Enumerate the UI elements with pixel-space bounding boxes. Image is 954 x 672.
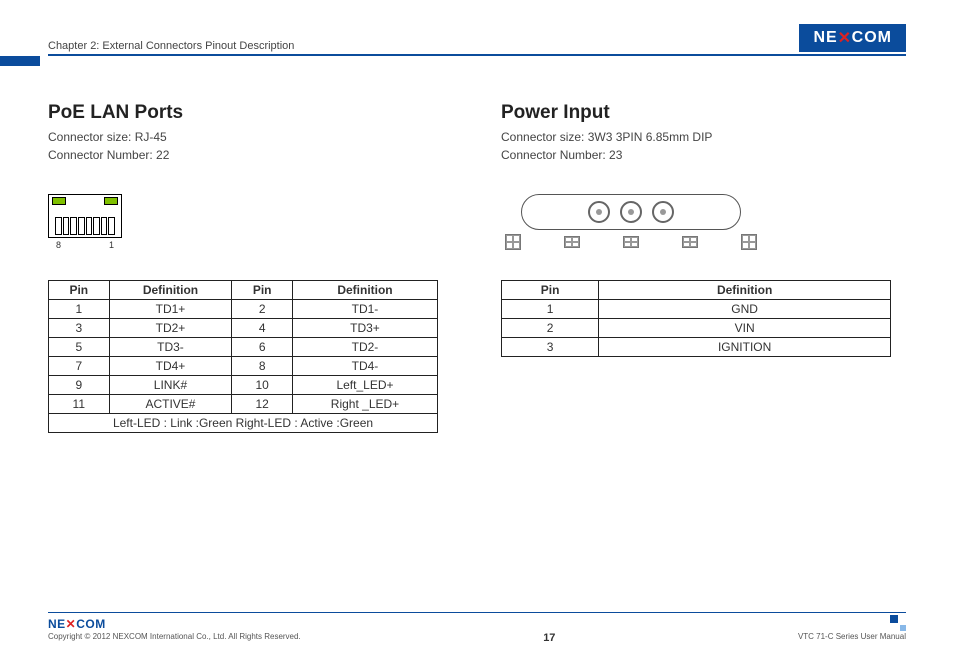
rj45-led-right — [104, 197, 118, 205]
poe-lan-size: Connector size: RJ-45 — [48, 128, 453, 146]
table-row: 3TD2+4TD3+ — [49, 319, 438, 338]
power-pad — [741, 234, 757, 250]
table-cell: TD1- — [292, 300, 437, 319]
lan-table-footer: Left-LED : Link :Green Right-LED : Activ… — [49, 414, 438, 433]
power-input-number: Connector Number: 23 — [501, 146, 906, 164]
table-cell: 12 — [232, 395, 293, 414]
table-cell: Right _LED+ — [292, 395, 437, 414]
header-tab-accent — [0, 56, 40, 66]
table-cell: 1 — [502, 300, 599, 319]
table-cell: 8 — [232, 357, 293, 376]
rj45-pin — [70, 217, 77, 235]
rj45-pin-labels: 8 1 — [48, 240, 122, 250]
table-header-row: Pin Definition Pin Definition — [49, 281, 438, 300]
rj45-pin — [63, 217, 70, 235]
logo-pre: NE — [813, 29, 837, 47]
table-cell: TD4- — [292, 357, 437, 376]
table-cell: TD3- — [109, 338, 232, 357]
table-cell: 6 — [232, 338, 293, 357]
rj45-pin — [55, 217, 62, 235]
table-cell: GND — [599, 300, 891, 319]
table-cell: 5 — [49, 338, 110, 357]
rj45-pin-1-label: 1 — [109, 240, 114, 250]
rj45-pin — [78, 217, 85, 235]
copyright-text: Copyright © 2012 NEXCOM International Co… — [48, 632, 301, 644]
table-row: 11ACTIVE#12Right _LED+ — [49, 395, 438, 414]
rj45-pin — [101, 217, 108, 235]
th-def: Definition — [292, 281, 437, 300]
table-cell: TD4+ — [109, 357, 232, 376]
table-cell: 4 — [232, 319, 293, 338]
table-cell: 2 — [232, 300, 293, 319]
th-pin: Pin — [232, 281, 293, 300]
main-content: PoE LAN Ports Connector size: RJ-45 Conn… — [48, 102, 906, 433]
th-def: Definition — [599, 281, 891, 300]
rj45-pin-8-label: 8 — [56, 240, 61, 250]
rj45-led-left — [52, 197, 66, 205]
rj45-body — [48, 194, 122, 238]
rj45-pins — [55, 213, 115, 235]
rj45-diagram: 8 1 — [48, 192, 453, 252]
table-cell: TD2- — [292, 338, 437, 357]
power-pin-3 — [652, 201, 674, 223]
table-cell: TD3+ — [292, 319, 437, 338]
rj45-pin — [108, 217, 115, 235]
page-footer: NE✕COM Copyright © 2012 NEXCOM Internati… — [48, 612, 906, 644]
table-row: 1GND — [502, 300, 891, 319]
brand-logo: NE✕COM — [799, 24, 906, 52]
power-input-title: Power Input — [501, 102, 906, 124]
th-pin: Pin — [49, 281, 110, 300]
power-connector-body — [521, 194, 741, 230]
power-pad — [564, 236, 580, 248]
table-cell: 10 — [232, 376, 293, 395]
footer-mark-icon — [890, 615, 906, 631]
table-cell: IGNITION — [599, 338, 891, 357]
poe-lan-pinout-table: Pin Definition Pin Definition 1TD1+2TD1-… — [48, 280, 438, 433]
table-cell: TD2+ — [109, 319, 232, 338]
power-pad — [505, 234, 521, 250]
chapter-title: Chapter 2: External Connectors Pinout De… — [48, 40, 294, 52]
logo-post: COM — [852, 29, 892, 47]
table-row: 3IGNITION — [502, 338, 891, 357]
table-row: 9LINK#10Left_LED+ — [49, 376, 438, 395]
table-cell: VIN — [599, 319, 891, 338]
th-def: Definition — [109, 281, 232, 300]
table-cell: Left_LED+ — [292, 376, 437, 395]
page-header: Chapter 2: External Connectors Pinout De… — [48, 24, 906, 56]
table-cell: 3 — [502, 338, 599, 357]
poe-lan-section: PoE LAN Ports Connector size: RJ-45 Conn… — [48, 102, 453, 433]
poe-lan-title: PoE LAN Ports — [48, 102, 453, 124]
table-header-row: Pin Definition — [502, 281, 891, 300]
table-cell: 3 — [49, 319, 110, 338]
footer-logo: NE✕COM — [48, 617, 106, 631]
table-cell: TD1+ — [109, 300, 232, 319]
table-row: 1TD1+2TD1- — [49, 300, 438, 319]
table-cell: 1 — [49, 300, 110, 319]
power-input-section: Power Input Connector size: 3W3 3PIN 6.8… — [501, 102, 906, 433]
power-pin-2 — [620, 201, 642, 223]
table-row: 7TD4+8TD4- — [49, 357, 438, 376]
rj45-pin — [86, 217, 93, 235]
table-cell: 11 — [49, 395, 110, 414]
th-pin: Pin — [502, 281, 599, 300]
power-pinout-table: Pin Definition 1GND2VIN3IGNITION — [501, 280, 891, 357]
table-cell: 7 — [49, 357, 110, 376]
table-cell: 2 — [502, 319, 599, 338]
power-pin-1 — [588, 201, 610, 223]
table-cell: 9 — [49, 376, 110, 395]
table-row: 2VIN — [502, 319, 891, 338]
table-cell: ACTIVE# — [109, 395, 232, 414]
table-row: 5TD3-6TD2- — [49, 338, 438, 357]
poe-lan-number: Connector Number: 22 — [48, 146, 453, 164]
rj45-pin — [93, 217, 100, 235]
power-solder-pads — [501, 234, 761, 250]
power-connector-diagram — [501, 192, 906, 252]
power-pad — [682, 236, 698, 248]
power-input-size: Connector size: 3W3 3PIN 6.85mm DIP — [501, 128, 906, 146]
power-pad — [623, 236, 639, 248]
page-number: 17 — [543, 632, 555, 644]
manual-name: VTC 71-C Series User Manual — [798, 632, 906, 644]
table-cell: LINK# — [109, 376, 232, 395]
